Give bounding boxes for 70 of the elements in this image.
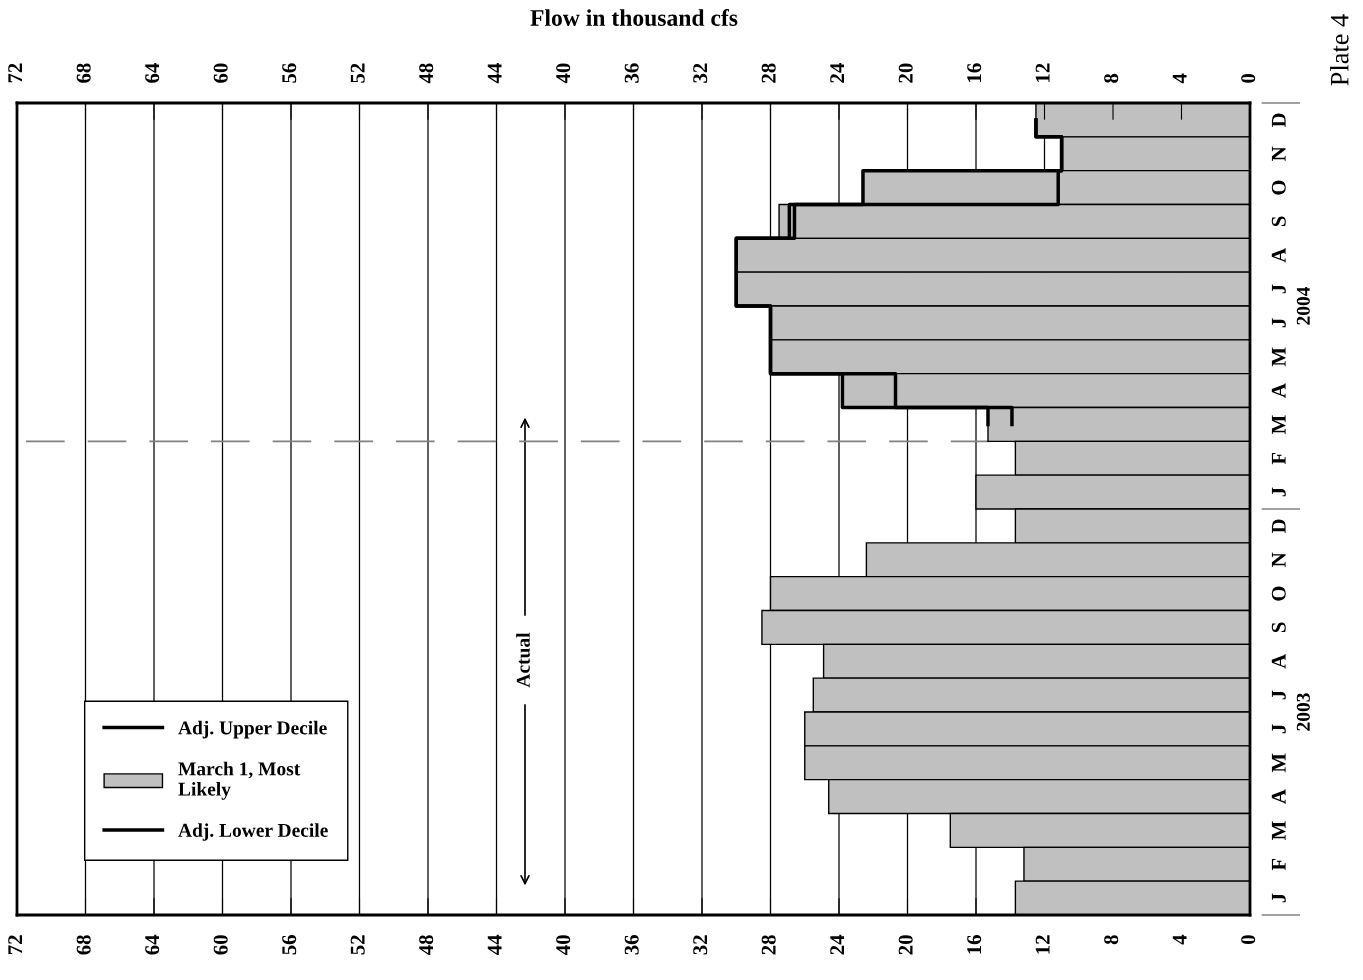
x2-tick-label: 24 bbox=[830, 934, 845, 955]
y-tick-label: O bbox=[1271, 586, 1286, 601]
x2-tick-label: 40 bbox=[556, 935, 571, 955]
x-tick-label: 36 bbox=[624, 63, 639, 83]
y-tick-label: N bbox=[1271, 146, 1286, 161]
x2-tick-label: 4 bbox=[1172, 934, 1187, 945]
annotation: Actual bbox=[516, 632, 530, 688]
x-tick-label: 24 bbox=[830, 63, 845, 83]
y-tick-label: O bbox=[1271, 180, 1286, 195]
y-tick-label: M bbox=[1271, 347, 1286, 367]
x-tick-label: 4 bbox=[1172, 73, 1187, 84]
x-tick-label: 64 bbox=[145, 63, 160, 83]
x2-tick-label: 12 bbox=[1035, 935, 1050, 954]
y-tick-label: J bbox=[1271, 690, 1286, 700]
x-tick-label: 12 bbox=[1035, 63, 1050, 82]
x-tick-label: 28 bbox=[761, 63, 776, 83]
x-tick-label: 48 bbox=[419, 63, 434, 84]
legend-label: Adj. Lower Decile bbox=[178, 823, 328, 841]
x2-tick-label: 64 bbox=[145, 934, 160, 955]
x2-tick-label: 8 bbox=[1104, 935, 1119, 945]
y-tick-label: F bbox=[1271, 452, 1286, 465]
legend-label: March 1, Most Likely bbox=[178, 761, 301, 800]
y-tick-label: D bbox=[1271, 113, 1286, 128]
x-tick-label: 8 bbox=[1104, 73, 1119, 83]
y-tick-label: A bbox=[1271, 653, 1286, 669]
x-tick-label: 0 bbox=[1241, 73, 1256, 83]
y-tick-label: J bbox=[1271, 318, 1286, 328]
y-tick-label: S bbox=[1271, 622, 1286, 633]
legend-label: Adj. Upper Decile bbox=[178, 720, 327, 739]
x2-tick-label: 16 bbox=[967, 935, 982, 954]
x-tick-label: 60 bbox=[213, 63, 228, 83]
x2-tick-label: 60 bbox=[213, 935, 228, 955]
y-tick-label: D bbox=[1271, 519, 1286, 534]
x-tick-label: 56 bbox=[282, 63, 297, 83]
x-tick-label: 20 bbox=[898, 63, 913, 83]
y-tick-label: J bbox=[1271, 724, 1286, 734]
x2-tick-label: 72 bbox=[8, 935, 23, 955]
x-tick-label: 44 bbox=[487, 63, 502, 84]
y-tick-label: A bbox=[1271, 789, 1286, 804]
x-tick-label: 40 bbox=[556, 63, 571, 84]
y-tick-label: J bbox=[1271, 284, 1286, 294]
chart-title: Flow in thousand cfs bbox=[530, 9, 738, 26]
x-tick-label: 52 bbox=[350, 63, 365, 83]
x2-tick-label: 68 bbox=[76, 935, 91, 955]
x-tick-label: 68 bbox=[76, 63, 91, 83]
text: 2003 bbox=[1296, 693, 1310, 731]
text: Plate 4 bbox=[1330, 14, 1349, 86]
x2-tick-label: 36 bbox=[624, 935, 639, 955]
x2-tick-label: 32 bbox=[693, 935, 708, 955]
y-tick-label: A bbox=[1271, 247, 1286, 263]
y-tick-label: M bbox=[1271, 753, 1286, 773]
x2-tick-label: 28 bbox=[761, 935, 776, 955]
x2-tick-label: 44 bbox=[487, 934, 502, 955]
text: 2004 bbox=[1296, 286, 1310, 325]
x-tick-label: 16 bbox=[967, 63, 982, 82]
y-tick-label: M bbox=[1271, 415, 1286, 434]
x-tick-label: 72 bbox=[8, 63, 23, 83]
x2-tick-label: 48 bbox=[419, 935, 434, 955]
x2-tick-label: 0 bbox=[1241, 935, 1256, 945]
y-tick-label: S bbox=[1271, 216, 1286, 227]
y-tick-label: J bbox=[1271, 893, 1286, 903]
y-tick-label: N bbox=[1271, 552, 1286, 567]
y-tick-label: A bbox=[1271, 383, 1286, 398]
y-tick-label: F bbox=[1271, 858, 1286, 871]
x2-tick-label: 20 bbox=[898, 935, 913, 955]
x-tick-label: 32 bbox=[693, 63, 708, 83]
y-tick-label: J bbox=[1271, 487, 1286, 497]
x2-tick-label: 56 bbox=[282, 935, 297, 955]
x2-tick-label: 52 bbox=[350, 935, 365, 955]
y-tick-label: M bbox=[1271, 821, 1286, 840]
